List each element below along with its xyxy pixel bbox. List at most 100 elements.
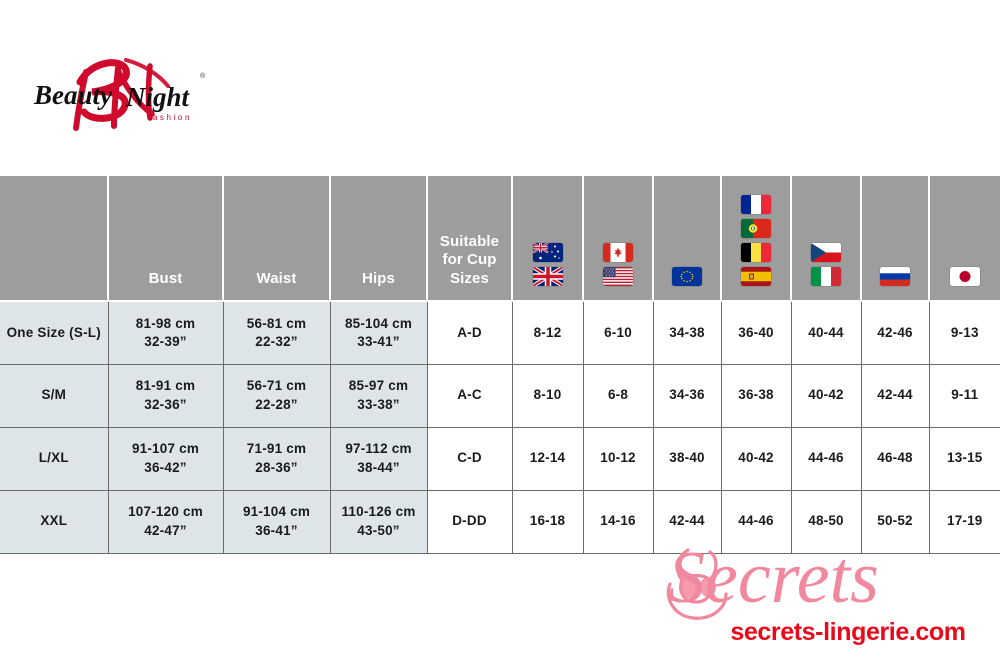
cell-waist: 91-104 cm 36-41” <box>223 490 331 554</box>
secrets-lingerie-watermark: Secrets secrets-lingerie.com <box>648 536 1000 659</box>
registered-mark: ® <box>200 72 206 80</box>
cell-bust: 107-120 cm 42-47” <box>108 490 224 554</box>
header-jp <box>929 176 1000 302</box>
waist-in: 28-36” <box>255 459 298 475</box>
cell-jp: 9-11 <box>929 364 1000 428</box>
brand-tagline: fashion <box>148 113 192 122</box>
bust-cm: 107-120 cm <box>128 504 203 520</box>
waist-in: 36-41” <box>255 522 298 538</box>
flag-stack-fr-pt-be-es <box>722 195 790 288</box>
cell-ru: 50-52 <box>861 490 930 554</box>
cell-hips: 85-104 cm 33-41” <box>330 301 428 365</box>
bikini-icon <box>666 548 728 620</box>
cell-size: One Size (S-L) <box>0 301 109 365</box>
cell-cz-it: 48-50 <box>791 490 862 554</box>
bust-in: 32-39” <box>144 333 187 349</box>
flag-stack-ca-us <box>584 243 652 288</box>
cell-hips: 85-97 cm 33-38” <box>330 364 428 428</box>
table-row: S/M 81-91 cm 32-36” 56-71 cm 22-28” 85-9… <box>0 364 1000 428</box>
waist-in: 22-32” <box>255 333 298 349</box>
cell-ca-us: 10-12 <box>583 427 654 491</box>
cell-eu: 42-44 <box>653 490 722 554</box>
cell-ru: 42-46 <box>861 301 930 365</box>
hips-cm: 85-97 cm <box>348 378 409 394</box>
cell-eu: 34-38 <box>653 301 722 365</box>
header-cup-sizes: Suitable for Cup Sizes <box>427 176 513 302</box>
cell-cup: A-C <box>427 364 513 428</box>
cell-eu: 38-40 <box>653 427 722 491</box>
cell-au-uk: 8-12 <box>512 301 584 365</box>
hips-in: 43-50” <box>357 522 400 538</box>
cup-label-line2: for Cup <box>442 251 497 269</box>
table-row: One Size (S-L) 81-98 cm 32-39” 56-81 cm … <box>0 301 1000 365</box>
cell-ca-us: 6-8 <box>583 364 654 428</box>
header-ru <box>861 176 930 302</box>
cell-size: S/M <box>0 364 109 428</box>
header-eu <box>653 176 722 302</box>
bust-in: 32-36” <box>144 396 187 412</box>
bust-cm: 91-107 cm <box>131 441 200 457</box>
cell-size: L/XL <box>0 427 109 491</box>
header-size <box>0 176 109 302</box>
cell-bust: 81-98 cm 32-39” <box>108 301 224 365</box>
header-cup-sizes-label: Suitable for Cup Sizes <box>428 233 511 288</box>
cell-fr-pt-be-es: 44-46 <box>721 490 792 554</box>
header-cz-it <box>791 176 862 302</box>
table-row: XXL 107-120 cm 42-47” 91-104 cm 36-41” 1… <box>0 490 1000 554</box>
waist-in: 22-28” <box>255 396 298 412</box>
cell-au-uk: 8-10 <box>512 364 584 428</box>
cell-ru: 46-48 <box>861 427 930 491</box>
hips-cm: 110-126 cm <box>341 504 416 520</box>
cell-hips: 97-112 cm 38-44” <box>330 427 428 491</box>
cell-bust: 91-107 cm 36-42” <box>108 427 224 491</box>
brand-name-night: Night <box>125 82 191 112</box>
header-waist: Waist <box>223 176 331 302</box>
cell-bust: 81-91 cm 32-36” <box>108 364 224 428</box>
united-kingdom-flag <box>532 267 563 286</box>
cell-jp: 9-13 <box>929 301 1000 365</box>
cup-label-line3: Sizes <box>450 269 489 287</box>
czech-republic-flag <box>811 243 841 262</box>
cell-cz-it: 44-46 <box>791 427 862 491</box>
beauty-night-logo: Beauty Night fashion ® <box>22 52 222 132</box>
spain-flag <box>741 267 771 286</box>
bust-cm: 81-98 cm <box>135 315 196 331</box>
cell-waist: 71-91 cm 28-36” <box>223 427 331 491</box>
bn-monogram-icon <box>73 58 170 131</box>
cell-jp: 13-15 <box>929 427 1000 491</box>
flag-stack-au-uk <box>513 243 582 288</box>
cell-ru: 42-44 <box>861 364 930 428</box>
russia-flag <box>880 267 910 286</box>
bikini-cup-right <box>700 577 716 597</box>
cell-eu: 34-36 <box>653 364 722 428</box>
hips-in: 33-41” <box>357 333 400 349</box>
size-chart-table: Bust Waist Hips Suitable for Cup Sizes <box>0 176 1000 554</box>
canada-flag <box>603 243 633 262</box>
united-states-flag <box>603 267 633 286</box>
bust-in: 42-47” <box>144 522 187 538</box>
brand-name-beauty: Beauty <box>33 80 113 110</box>
bust-cm: 81-91 cm <box>135 378 196 394</box>
waist-cm: 56-81 cm <box>246 315 307 331</box>
cell-fr-pt-be-es: 40-42 <box>721 427 792 491</box>
australia-flag <box>532 243 563 262</box>
hips-in: 33-38” <box>357 396 400 412</box>
cell-fr-pt-be-es: 36-40 <box>721 301 792 365</box>
flag-stack-cz-it <box>792 243 860 288</box>
cell-ca-us: 14-16 <box>583 490 654 554</box>
header-waist-label: Waist <box>256 269 297 287</box>
cell-ca-us: 6-10 <box>583 301 654 365</box>
flag-stack-jp <box>930 267 1000 288</box>
header-fr-pt-be-es <box>721 176 792 302</box>
waist-cm: 91-104 cm <box>242 504 311 520</box>
cell-au-uk: 16-18 <box>512 490 584 554</box>
italy-flag <box>811 267 841 286</box>
secrets-domain-text: secrets-lingerie.com <box>730 618 966 646</box>
bust-in: 36-42” <box>144 459 187 475</box>
hips-in: 38-44” <box>357 459 400 475</box>
belgium-flag <box>741 243 771 262</box>
table-row: L/XL 91-107 cm 36-42” 71-91 cm 28-36” 97… <box>0 427 1000 491</box>
flag-stack-eu <box>654 267 720 288</box>
portugal-flag <box>741 219 771 238</box>
